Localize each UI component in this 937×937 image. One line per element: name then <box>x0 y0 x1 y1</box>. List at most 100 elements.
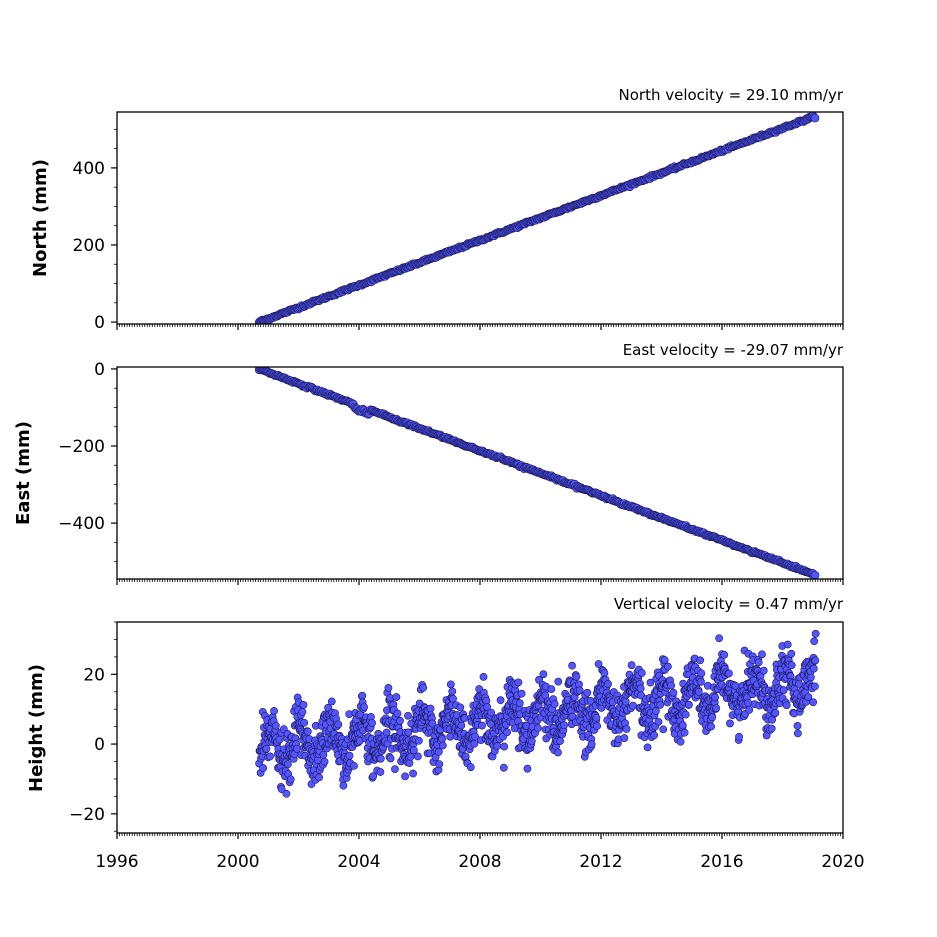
height-data-point <box>386 754 395 763</box>
height-data-point <box>811 682 819 691</box>
height-data-point <box>319 750 328 759</box>
height-data-point <box>350 761 358 770</box>
height-data-point <box>479 672 488 681</box>
height-data-point <box>517 689 526 698</box>
height-data-point <box>759 666 768 675</box>
height-data-point <box>782 701 791 710</box>
height-data-point <box>461 752 470 761</box>
height-data-point <box>720 650 729 659</box>
height-data-point <box>804 693 813 701</box>
height-data-point <box>539 670 548 679</box>
height-data-point <box>810 637 819 646</box>
east-y-tick-label: −400 <box>58 514 105 534</box>
height-data-point <box>392 693 401 701</box>
height-data-point <box>393 709 402 718</box>
height-data-point <box>787 649 796 658</box>
height-data-point <box>620 734 629 742</box>
height-data-point <box>664 662 672 671</box>
north-y-axis-label: North (mm) <box>30 159 51 277</box>
height-data-point <box>486 720 495 728</box>
height-data-point <box>711 693 719 702</box>
height-data-point <box>669 688 678 697</box>
height-y-tick-label: 0 <box>94 735 105 755</box>
height-data-point <box>456 703 465 712</box>
east-velocity-title: East velocity = -29.07 mm/yr <box>623 341 844 359</box>
height-data-point <box>527 737 536 746</box>
height-data-point <box>270 707 278 715</box>
height-data-point <box>315 773 323 782</box>
height-data-point <box>726 719 734 728</box>
height-data-point <box>282 789 291 798</box>
north-y-tick-label: 200 <box>73 236 105 256</box>
height-data-point <box>575 686 584 695</box>
height-data-point <box>515 699 524 708</box>
height-data-point <box>266 752 274 761</box>
height-data-point <box>446 732 455 741</box>
east-data-points <box>254 367 820 579</box>
height-data-point <box>496 696 505 705</box>
height-data-point <box>406 752 415 761</box>
height-data-point <box>744 698 753 707</box>
height-data-point <box>327 697 336 706</box>
height-data-point <box>681 710 690 719</box>
height-data-point <box>678 721 687 730</box>
height-data-point <box>334 720 343 729</box>
height-data-point <box>283 760 292 769</box>
height-y-tick-label: 20 <box>83 665 105 685</box>
height-data-point <box>572 672 581 681</box>
north-y-tick-label: 400 <box>73 159 105 179</box>
height-data-point <box>795 680 803 688</box>
height-data-point <box>320 757 329 766</box>
height-data-point <box>554 748 562 757</box>
height-data-point <box>697 669 706 678</box>
height-data-point <box>376 754 385 763</box>
height-data-point <box>275 735 284 744</box>
height-data-point <box>697 677 705 686</box>
height-data-point <box>568 661 576 670</box>
x-tick-label: 2008 <box>458 852 501 872</box>
height-data-point <box>428 719 437 728</box>
height-data-point <box>435 760 444 769</box>
height-data-point <box>534 724 542 733</box>
height-data-point <box>667 681 676 690</box>
height-data-point <box>368 719 376 727</box>
height-data-point <box>404 728 413 737</box>
height-data-point <box>654 717 663 726</box>
height-data-point <box>811 629 820 638</box>
height-data-point <box>401 772 409 781</box>
height-y-axis-label: Height (mm) <box>26 664 47 792</box>
height-data-point <box>676 737 685 746</box>
height-data-point <box>627 661 636 670</box>
height-data-point <box>643 743 652 752</box>
east-y-axis-label: East (mm) <box>13 421 34 525</box>
height-data-point <box>652 707 660 715</box>
height-data-point <box>725 669 733 678</box>
height-data-point <box>339 781 348 790</box>
height-panel: Vertical velocity = 0.47 mm/yr Height (m… <box>26 595 865 872</box>
height-data-point <box>556 737 564 745</box>
height-data-point <box>487 708 496 717</box>
height-data-point <box>499 763 508 772</box>
east-axes: 0 −200 −400 <box>58 360 844 585</box>
height-data-point <box>735 732 743 741</box>
height-data-point <box>593 722 602 730</box>
height-data-point <box>550 700 559 708</box>
x-tick-label: 1996 <box>95 852 138 872</box>
height-data-point <box>622 725 631 733</box>
height-data-point <box>771 709 780 717</box>
height-data-point <box>384 683 393 692</box>
height-data-point <box>621 697 630 706</box>
height-data-point <box>560 721 568 730</box>
height-data-point <box>758 650 766 659</box>
height-data-point <box>637 669 646 677</box>
height-data-point <box>382 728 391 737</box>
height-data-point <box>396 716 404 725</box>
height-data-point <box>369 772 378 781</box>
height-data-point <box>303 727 312 736</box>
height-data-point <box>419 683 428 692</box>
height-data-point <box>414 736 423 745</box>
north-velocity-title: North velocity = 29.10 mm/yr <box>619 86 844 104</box>
height-data-point <box>694 687 703 696</box>
height-data-point <box>604 680 612 688</box>
